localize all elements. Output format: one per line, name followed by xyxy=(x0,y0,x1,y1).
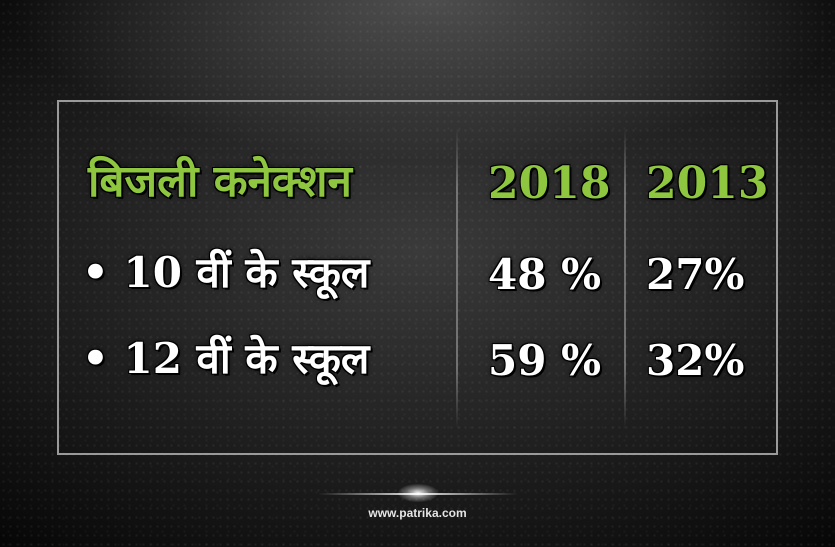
table-header-year-2018: 2018 xyxy=(488,158,611,209)
row-value-class-10-2018: 48 % xyxy=(488,250,601,299)
footer-glow-flare xyxy=(398,484,438,502)
column-divider-1 xyxy=(456,128,458,428)
footer-website-text: www.patrika.com xyxy=(368,506,467,520)
row-value-class-12-2013: 32% xyxy=(646,336,745,385)
table-header-label: बिजली कनेक्शन xyxy=(88,156,352,207)
data-table-frame xyxy=(57,100,778,455)
row-label-class-12: • 12 वीं के स्कूल xyxy=(82,334,370,383)
row-value-class-10-2013: 27% xyxy=(646,250,745,299)
column-divider-2 xyxy=(624,128,626,428)
table-header-year-2013: 2013 xyxy=(646,158,769,209)
row-label-class-10: • 10 वीं के स्कूल xyxy=(82,248,370,297)
row-value-class-12-2018: 59 % xyxy=(488,336,601,385)
